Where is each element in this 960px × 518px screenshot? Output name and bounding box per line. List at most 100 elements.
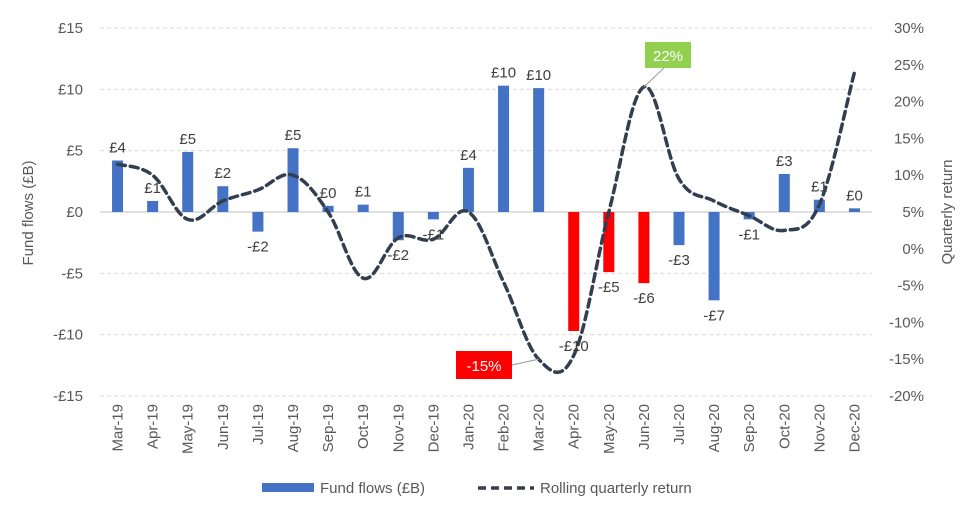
- left-axis-title: Fund flows (£B): [20, 160, 37, 265]
- bar: [252, 212, 264, 232]
- left-tick-label: -£10: [53, 327, 83, 344]
- bar: [533, 88, 545, 212]
- bar-data-label: -£2: [387, 247, 409, 264]
- bar-data-label: -£5: [598, 279, 620, 296]
- gridlines: [100, 27, 872, 397]
- legend-bar-label: Fund flows (£B): [320, 480, 425, 497]
- bar-data-label: £5: [285, 127, 302, 144]
- bar-data-label: £4: [460, 147, 477, 164]
- bar-data-label: £10: [491, 65, 516, 82]
- bar: [673, 212, 685, 246]
- x-tick-label: Oct-19: [355, 404, 372, 449]
- bar: [147, 200, 159, 212]
- bar-data-labels: £4 £1 £5 £2 -£2 £5 £0 £1 -£2 -£1 £4 £10 £10 -£10 -£5 -£…: [109, 65, 863, 355]
- bar: [638, 212, 650, 284]
- left-tick-label: £10: [58, 81, 83, 98]
- bar: [427, 212, 439, 220]
- bar: [708, 212, 720, 301]
- right-tick-label: -10%: [889, 314, 924, 331]
- bar: [112, 160, 124, 212]
- left-tick-label: £15: [58, 20, 83, 37]
- bar-data-label: £0: [846, 187, 863, 204]
- bar: [778, 173, 790, 212]
- legend: Fund flows (£B) Rolling quarterly return: [262, 480, 692, 497]
- bar: [392, 212, 404, 241]
- callout-box: [645, 42, 691, 68]
- right-tick-label: 25%: [894, 57, 924, 74]
- callout-label: 22%: [653, 48, 683, 65]
- bar: [568, 212, 580, 331]
- right-tick-label: -5%: [897, 278, 924, 295]
- right-tick-label: 5%: [902, 204, 924, 221]
- bar: [603, 212, 615, 273]
- x-tick-label: Jul-19: [250, 404, 267, 445]
- x-tick-label: Sep-20: [741, 404, 758, 452]
- right-axis-title: Quarterly return: [939, 159, 956, 264]
- x-tick-label: Jun-20: [636, 404, 653, 450]
- fund-flow-bars: [112, 85, 860, 331]
- bar-data-label: £5: [179, 131, 196, 148]
- left-tick-label: -£5: [61, 265, 83, 282]
- bar-data-label: £10: [526, 67, 551, 84]
- x-tick-label: Jun-19: [215, 404, 232, 450]
- bar: [287, 148, 299, 212]
- x-tick-label: Aug-19: [285, 404, 302, 452]
- x-tick-label: Apr-19: [145, 404, 162, 449]
- bar-data-label: £0: [320, 185, 337, 202]
- bar-data-label: £2: [214, 165, 231, 182]
- x-tick-label: Jul-20: [671, 404, 688, 445]
- bar-data-label: -£1: [423, 226, 445, 243]
- bar-data-label: £4: [109, 139, 126, 156]
- x-tick-label: Mar-19: [110, 404, 127, 452]
- callouts: 22% -15%: [456, 42, 691, 379]
- legend-bar-swatch: [262, 483, 314, 492]
- left-tick-label: -£15: [53, 388, 83, 405]
- bar-data-label: £1: [355, 184, 372, 201]
- x-tick-label: Jan-20: [461, 404, 478, 450]
- bar-data-label: -£2: [247, 239, 269, 256]
- bar: [848, 208, 860, 212]
- right-tick-label: -15%: [889, 351, 924, 368]
- bar-data-label: £3: [776, 153, 793, 170]
- legend-line-label: Rolling quarterly return: [540, 480, 692, 497]
- right-tick-label: 30%: [894, 20, 924, 37]
- bar: [357, 204, 369, 212]
- x-tick-label: Aug-20: [706, 404, 723, 452]
- x-axis-ticks: Mar-19 Apr-19 May-19 Jun-19 Jul-19 Aug-19 Sep-…: [110, 404, 864, 454]
- callout-box: [456, 351, 512, 379]
- bar-data-label: -£1: [738, 226, 760, 243]
- callout-label: -15%: [466, 358, 501, 375]
- x-tick-label: Nov-20: [811, 404, 828, 452]
- x-tick-label: Oct-20: [776, 404, 793, 449]
- bar-data-label: -£3: [668, 252, 690, 269]
- bar-data-label: -£7: [703, 307, 725, 324]
- return-line: [115, 70, 857, 374]
- x-tick-label: Feb-20: [496, 404, 513, 452]
- right-tick-label: 10%: [894, 167, 924, 184]
- bar-data-label: -£6: [633, 290, 655, 307]
- callout-leader: [643, 67, 665, 88]
- bar: [498, 85, 510, 212]
- x-tick-label: May-19: [180, 404, 197, 454]
- callout-leader: [511, 358, 539, 366]
- right-tick-label: 20%: [894, 94, 924, 111]
- left-tick-label: £5: [66, 143, 83, 160]
- x-tick-label: May-20: [601, 404, 618, 454]
- right-tick-label: 0%: [902, 241, 924, 258]
- return-line-layer: [115, 70, 857, 374]
- right-tick-label: -20%: [889, 388, 924, 405]
- right-tick-label: 15%: [894, 130, 924, 147]
- left-tick-label: £0: [66, 204, 83, 221]
- bar: [182, 151, 194, 212]
- x-tick-label: Dec-20: [847, 404, 864, 452]
- bar: [462, 167, 474, 212]
- x-tick-label: Sep-19: [320, 404, 337, 452]
- bar-data-label: -£10: [559, 338, 589, 355]
- bar-data-label: £1: [144, 180, 161, 197]
- x-tick-label: Apr-20: [566, 404, 583, 449]
- x-tick-label: Dec-19: [425, 404, 442, 452]
- x-tick-label: Nov-19: [390, 404, 407, 452]
- bar-data-label: £1: [811, 179, 828, 196]
- x-tick-label: Mar-20: [531, 404, 548, 452]
